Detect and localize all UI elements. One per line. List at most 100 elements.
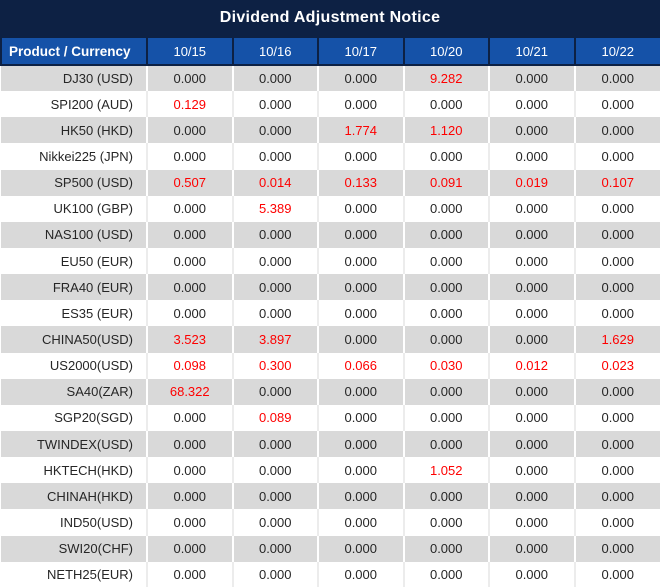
- value-cell: 0.030: [403, 352, 490, 379]
- value-cell: 0.000: [403, 91, 490, 118]
- value-cell: 0.000: [232, 143, 319, 170]
- value-cell: 0.000: [489, 195, 576, 222]
- product-cell: SPI200 (AUD): [1, 91, 148, 118]
- value-cell: 0.019: [489, 169, 576, 196]
- column-header-date: 10/17: [317, 36, 405, 66]
- value-cell: 0.000: [489, 430, 576, 458]
- value-cell: 0.000: [403, 247, 490, 275]
- value-cell: 0.000: [232, 274, 319, 301]
- value-cell: 9.282: [403, 65, 490, 92]
- table-row: UK100 (GBP) 0.000 5.389 0.000 0.000 0.000 0.00…: [1, 195, 660, 222]
- value-cell: 0.000: [318, 65, 405, 92]
- value-cell: 0.000: [574, 221, 660, 248]
- value-cell: 0.000: [232, 117, 319, 144]
- table-row: SWI20(CHF) 0.000 0.000 0.000 0.000 0.000 0.000: [1, 535, 660, 562]
- column-header-date: 10/20: [402, 36, 490, 66]
- value-cell: 0.000: [147, 535, 234, 562]
- value-cell: 0.000: [403, 535, 490, 562]
- product-cell: EU50 (EUR): [1, 247, 148, 275]
- value-cell: 0.000: [147, 274, 234, 301]
- value-cell: 0.000: [318, 300, 405, 327]
- value-cell: 0.000: [489, 91, 576, 118]
- value-cell: 5.389: [232, 195, 319, 222]
- value-cell: 0.000: [147, 561, 234, 587]
- table-row: SA40(ZAR) 68.322 0.000 0.000 0.000 0.000 0.000: [1, 378, 660, 405]
- value-cell: 0.000: [318, 91, 405, 118]
- value-cell: 0.000: [574, 561, 660, 587]
- value-cell: 0.000: [232, 430, 319, 458]
- value-cell: 0.000: [318, 195, 405, 222]
- product-cell: SA40(ZAR): [1, 378, 148, 405]
- table-row: IND50(USD) 0.000 0.000 0.000 0.000 0.000 0.000: [1, 509, 660, 536]
- value-cell: 0.000: [147, 143, 234, 170]
- value-cell: 0.000: [574, 535, 660, 562]
- product-cell: CHINAH(HKD): [1, 483, 148, 510]
- value-cell: 0.507: [147, 169, 234, 196]
- value-cell: 0.000: [232, 247, 319, 275]
- value-cell: 0.000: [574, 430, 660, 458]
- value-cell: 0.000: [318, 561, 405, 587]
- value-cell: 0.098: [147, 352, 234, 379]
- value-cell: 0.000: [232, 509, 319, 536]
- value-cell: 1.774: [318, 117, 405, 144]
- table-row: NETH25(EUR) 0.000 0.000 0.000 0.000 0.000 0.00…: [1, 561, 660, 587]
- value-cell: 0.000: [147, 117, 234, 144]
- value-cell: 0.012: [489, 352, 576, 379]
- value-cell: 0.089: [232, 404, 319, 431]
- value-cell: 0.000: [232, 378, 319, 405]
- product-cell: SGP20(SGD): [1, 404, 148, 431]
- table-row: TWINDEX(USD) 0.000 0.000 0.000 0.000 0.000 0.0…: [1, 430, 660, 458]
- value-cell: 0.000: [318, 535, 405, 562]
- value-cell: 68.322: [147, 378, 234, 405]
- product-cell: NAS100 (USD): [1, 221, 148, 248]
- table-row: FRA40 (EUR) 0.000 0.000 0.000 0.000 0.000 0.00…: [1, 274, 660, 301]
- value-cell: 0.000: [232, 91, 319, 118]
- value-cell: 0.000: [574, 91, 660, 118]
- product-cell: IND50(USD): [1, 509, 148, 536]
- value-cell: 0.000: [574, 457, 660, 484]
- page-title: Dividend Adjustment Notice: [0, 0, 660, 36]
- header-row: Product / Currency 10/15 10/16 10/17 10/20 1…: [0, 36, 660, 66]
- value-cell: 0.091: [403, 169, 490, 196]
- table-row: ES35 (EUR) 0.000 0.000 0.000 0.000 0.000 0.000: [1, 300, 660, 327]
- value-cell: 0.000: [318, 509, 405, 536]
- column-header-date: 10/21: [488, 36, 576, 66]
- table-row: EU50 (EUR) 0.000 0.000 0.000 0.000 0.000 0.000: [1, 247, 660, 275]
- value-cell: 0.066: [318, 352, 405, 379]
- value-cell: 0.000: [574, 404, 660, 431]
- value-cell: 0.000: [574, 65, 660, 92]
- value-cell: 0.000: [318, 247, 405, 275]
- value-cell: 0.000: [574, 378, 660, 405]
- value-cell: 0.000: [574, 247, 660, 275]
- value-cell: 0.000: [489, 274, 576, 301]
- value-cell: 0.000: [318, 378, 405, 405]
- value-cell: 3.897: [232, 326, 319, 353]
- value-cell: 0.000: [318, 326, 405, 353]
- value-cell: 0.133: [318, 169, 405, 196]
- table-row: DJ30 (USD) 0.000 0.000 0.000 9.282 0.000 0.000: [1, 65, 660, 92]
- value-cell: 0.000: [574, 195, 660, 222]
- product-cell: NETH25(EUR): [1, 561, 148, 587]
- value-cell: 0.000: [318, 404, 405, 431]
- table-header: Product / Currency 10/15 10/16 10/17 10/20 1…: [0, 36, 660, 66]
- value-cell: 1.120: [403, 117, 490, 144]
- value-cell: 0.000: [489, 300, 576, 327]
- value-cell: 0.000: [147, 457, 234, 484]
- product-cell: HKTECH(HKD): [1, 457, 148, 484]
- value-cell: 0.000: [574, 143, 660, 170]
- value-cell: 0.000: [574, 274, 660, 301]
- product-cell: FRA40 (EUR): [1, 274, 148, 301]
- value-cell: 0.129: [147, 91, 234, 118]
- value-cell: 0.000: [147, 195, 234, 222]
- value-cell: 0.000: [403, 404, 490, 431]
- column-header-date: 10/15: [146, 36, 234, 66]
- product-cell: SP500 (USD): [1, 169, 148, 196]
- value-cell: 0.000: [574, 509, 660, 536]
- value-cell: 0.023: [574, 352, 660, 379]
- table-row: CHINA50(USD) 3.523 3.897 0.000 0.000 0.000 1.6…: [1, 326, 660, 353]
- value-cell: 0.000: [403, 430, 490, 458]
- value-cell: 0.000: [147, 430, 234, 458]
- table-row: US2000(USD) 0.098 0.300 0.066 0.030 0.012 0.02…: [1, 352, 660, 379]
- product-cell: CHINA50(USD): [1, 326, 148, 353]
- value-cell: 0.000: [489, 326, 576, 353]
